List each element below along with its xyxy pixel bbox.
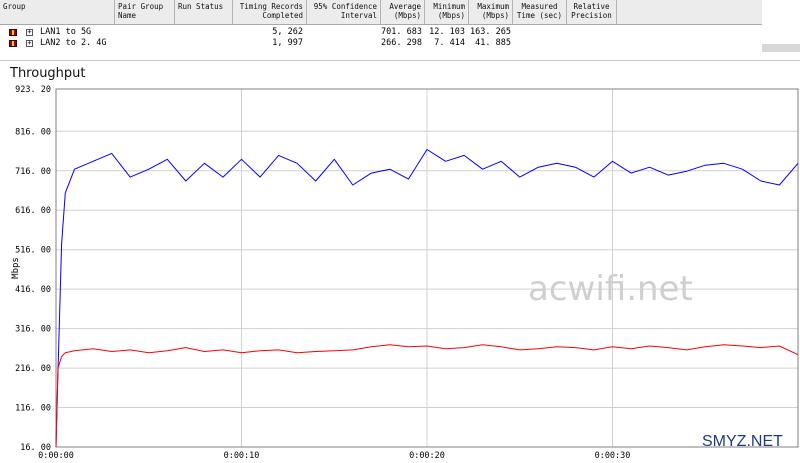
watermark-corner: SMYZ.NET bbox=[702, 433, 783, 450]
pair-group-icon bbox=[9, 29, 17, 36]
x-tick-label: 0:00:30 bbox=[595, 451, 631, 461]
table-row[interactable]: + LAN2 to 2. 4G 1, 997 266. 298 7. 414 4… bbox=[0, 38, 762, 49]
col-header-timing-records[interactable]: Timing Records Completed bbox=[233, 0, 307, 24]
col-header-relative-precision[interactable]: Relative Precision bbox=[567, 0, 617, 24]
pair-group-icon bbox=[9, 40, 17, 47]
y-tick-label: 616. 00 bbox=[15, 206, 51, 216]
y-tick-label: 16. 00 bbox=[20, 443, 51, 453]
series-line-2 bbox=[55, 344, 799, 448]
row-average: 701. 683 bbox=[381, 27, 422, 37]
row-minimum: 12. 103 bbox=[429, 27, 465, 37]
row-maximum: 41. 885 bbox=[475, 38, 511, 48]
expand-plus-icon[interactable]: + bbox=[26, 39, 33, 47]
col-header-average[interactable]: Average (Mbps) bbox=[381, 0, 425, 24]
row-minimum: 7. 414 bbox=[434, 38, 465, 48]
row-group-name: LAN1 to 5G bbox=[40, 27, 92, 37]
watermark-main: acwifi.net bbox=[528, 269, 693, 309]
col-header-minimum[interactable]: Minimum (Mbps) bbox=[425, 0, 469, 24]
col-header-pair-group-name[interactable]: Pair Group Name bbox=[115, 0, 175, 24]
col-header-measured-time[interactable]: Measured Time (sec) bbox=[513, 0, 567, 24]
x-tick-label: 0:00:20 bbox=[409, 451, 445, 461]
y-tick-label: 516. 00 bbox=[15, 246, 51, 256]
row-records: 5, 262 bbox=[272, 27, 303, 37]
y-tick-label: 816. 00 bbox=[15, 127, 51, 137]
row-average: 266. 298 bbox=[381, 38, 422, 48]
row-maximum: 163. 265 bbox=[470, 27, 511, 37]
table-row[interactable]: + LAN1 to 5G 5, 262 701. 683 12. 103 163… bbox=[0, 27, 762, 38]
y-tick-label: 216. 00 bbox=[15, 364, 51, 374]
y-axis-label: Mbps bbox=[11, 257, 21, 279]
x-tick-label: 0:00:00 bbox=[38, 451, 74, 461]
row-group-name: LAN2 to 2. 4G bbox=[40, 38, 107, 48]
table-scroll-area bbox=[762, 44, 800, 52]
table-header: Group Pair Group Name Run Status Timing … bbox=[0, 0, 762, 25]
col-header-confidence[interactable]: 95% Confidence Interval bbox=[307, 0, 381, 24]
expand-plus-icon[interactable]: + bbox=[26, 28, 33, 36]
y-tick-label: 923. 20 bbox=[15, 85, 51, 95]
col-header-group[interactable]: Group bbox=[0, 0, 115, 24]
y-tick-label: 316. 00 bbox=[15, 325, 51, 335]
plot-frame bbox=[55, 88, 799, 448]
x-tick-label: 0:00:10 bbox=[224, 451, 260, 461]
row-records: 1, 997 bbox=[272, 38, 303, 48]
grid bbox=[55, 88, 798, 448]
chart-title: Throughput bbox=[10, 66, 86, 81]
y-tick-label: 116. 00 bbox=[15, 404, 51, 414]
axis-ticks: 923. 20 816. 00 716. 00 616. 00 516. 00 416. … bbox=[15, 85, 630, 461]
series-line-1 bbox=[55, 149, 799, 448]
chart-panel bbox=[0, 60, 800, 463]
col-header-run-status[interactable]: Run Status bbox=[175, 0, 233, 24]
y-tick-label: 716. 00 bbox=[15, 167, 51, 177]
results-table: Group Pair Group Name Run Status Timing … bbox=[0, 0, 800, 52]
col-header-maximum[interactable]: Maximum (Mbps) bbox=[469, 0, 513, 24]
series-layer bbox=[55, 149, 799, 448]
y-tick-label: 416. 00 bbox=[15, 285, 51, 295]
